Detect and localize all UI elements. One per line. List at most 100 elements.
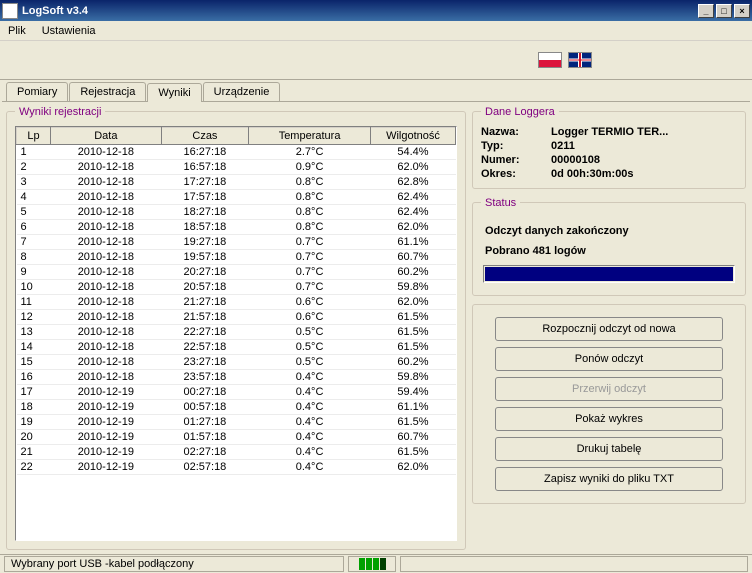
table-row[interactable]: 162010-12-1823:57:180.4°C59.8% bbox=[17, 369, 456, 384]
table-cell: 2010-12-18 bbox=[51, 204, 162, 219]
close-button[interactable]: × bbox=[734, 4, 750, 18]
menu-file[interactable]: Plik bbox=[4, 23, 30, 39]
abort-button[interactable]: Przerwij odczyt bbox=[495, 377, 723, 401]
table-cell: 0.5°C bbox=[249, 354, 371, 369]
table-cell: 2010-12-19 bbox=[51, 459, 162, 474]
table-cell: 2 bbox=[17, 159, 51, 174]
table-cell: 2010-12-18 bbox=[51, 294, 162, 309]
table-row[interactable]: 32010-12-1817:27:180.8°C62.8% bbox=[17, 174, 456, 189]
table-row[interactable]: 102010-12-1820:57:180.7°C59.8% bbox=[17, 279, 456, 294]
table-cell: 14 bbox=[17, 339, 51, 354]
table-row[interactable]: 42010-12-1817:57:180.8°C62.4% bbox=[17, 189, 456, 204]
table-row[interactable]: 212010-12-1902:27:180.4°C61.5% bbox=[17, 444, 456, 459]
table-row[interactable]: 82010-12-1819:57:180.7°C60.7% bbox=[17, 249, 456, 264]
logger-legend: Dane Loggera bbox=[481, 106, 559, 118]
table-cell: 16:57:18 bbox=[161, 159, 249, 174]
table-cell: 0.4°C bbox=[249, 459, 371, 474]
table-cell: 61.5% bbox=[371, 324, 456, 339]
flag-uk-icon[interactable] bbox=[568, 52, 592, 68]
table-row[interactable]: 52010-12-1818:27:180.8°C62.4% bbox=[17, 204, 456, 219]
table-row[interactable]: 22010-12-1816:57:180.9°C62.0% bbox=[17, 159, 456, 174]
flag-pl-icon[interactable] bbox=[538, 52, 562, 68]
table-cell: 61.5% bbox=[371, 339, 456, 354]
statusbar-port: Wybrany port USB -kabel podłączony bbox=[4, 556, 344, 572]
print-button[interactable]: Drukuj tabelę bbox=[495, 437, 723, 461]
save-button[interactable]: Zapisz wyniki do pliku TXT bbox=[495, 467, 723, 491]
table-row[interactable]: 192010-12-1901:27:180.4°C61.5% bbox=[17, 414, 456, 429]
table-row[interactable]: 222010-12-1902:57:180.4°C62.0% bbox=[17, 459, 456, 474]
table-cell: 00:57:18 bbox=[161, 399, 249, 414]
table-cell: 0.7°C bbox=[249, 279, 371, 294]
table-cell: 15 bbox=[17, 354, 51, 369]
table-row[interactable]: 62010-12-1818:57:180.8°C62.0% bbox=[17, 219, 456, 234]
table-cell: 2010-12-19 bbox=[51, 384, 162, 399]
table-cell: 10 bbox=[17, 279, 51, 294]
table-cell: 0.9°C bbox=[249, 159, 371, 174]
table-cell: 2010-12-18 bbox=[51, 339, 162, 354]
table-cell: 61.1% bbox=[371, 399, 456, 414]
titlebar: LogSoft v3.4 _ □ × bbox=[0, 0, 752, 21]
statusbar: Wybrany port USB -kabel podłączony bbox=[0, 554, 752, 573]
col-wilg[interactable]: Wilgotność bbox=[371, 127, 456, 144]
tab-rejestracja[interactable]: Rejestracja bbox=[69, 82, 146, 101]
table-cell: 2010-12-18 bbox=[51, 219, 162, 234]
maximize-button[interactable]: □ bbox=[716, 4, 732, 18]
retry-button[interactable]: Ponów odczyt bbox=[495, 347, 723, 371]
tab-urzadzenie[interactable]: Urządzenie bbox=[203, 82, 281, 101]
table-row[interactable]: 132010-12-1822:27:180.5°C61.5% bbox=[17, 324, 456, 339]
logger-num-value: 00000108 bbox=[551, 154, 737, 166]
table-cell: 61.5% bbox=[371, 414, 456, 429]
table-cell: 6 bbox=[17, 219, 51, 234]
table-row[interactable]: 182010-12-1900:57:180.4°C61.1% bbox=[17, 399, 456, 414]
table-cell: 17 bbox=[17, 384, 51, 399]
table-cell: 12 bbox=[17, 309, 51, 324]
status-legend: Status bbox=[481, 197, 520, 209]
table-cell: 3 bbox=[17, 174, 51, 189]
table-row[interactable]: 112010-12-1821:27:180.6°C62.0% bbox=[17, 294, 456, 309]
table-cell: 0.4°C bbox=[249, 384, 371, 399]
status-line1: Odczyt danych zakończony bbox=[485, 225, 733, 237]
table-cell: 62.4% bbox=[371, 204, 456, 219]
table-cell: 62.0% bbox=[371, 459, 456, 474]
table-cell: 16:27:18 bbox=[161, 144, 249, 159]
results-table-wrap[interactable]: Lp Data Czas Temperatura Wilgotność 1201… bbox=[15, 126, 457, 541]
logger-type-value: 0211 bbox=[551, 140, 737, 152]
table-cell: 2010-12-19 bbox=[51, 414, 162, 429]
menubar: Plik Ustawienia bbox=[0, 21, 752, 40]
menu-settings[interactable]: Ustawienia bbox=[38, 23, 100, 39]
table-cell: 21:57:18 bbox=[161, 309, 249, 324]
table-row[interactable]: 12010-12-1816:27:182.7°C54.4% bbox=[17, 144, 456, 159]
minimize-button[interactable]: _ bbox=[698, 4, 714, 18]
table-cell: 02:57:18 bbox=[161, 459, 249, 474]
table-cell: 62.0% bbox=[371, 294, 456, 309]
tab-wyniki[interactable]: Wyniki bbox=[147, 83, 201, 102]
table-row[interactable]: 202010-12-1901:57:180.4°C60.7% bbox=[17, 429, 456, 444]
col-czas[interactable]: Czas bbox=[161, 127, 249, 144]
table-row[interactable]: 72010-12-1819:27:180.7°C61.1% bbox=[17, 234, 456, 249]
table-row[interactable]: 122010-12-1821:57:180.6°C61.5% bbox=[17, 309, 456, 324]
chart-button[interactable]: Pokaż wykres bbox=[495, 407, 723, 431]
table-row[interactable]: 152010-12-1823:27:180.5°C60.2% bbox=[17, 354, 456, 369]
table-cell: 0.5°C bbox=[249, 339, 371, 354]
table-cell: 60.2% bbox=[371, 264, 456, 279]
table-row[interactable]: 92010-12-1820:27:180.7°C60.2% bbox=[17, 264, 456, 279]
results-legend: Wyniki rejestracji bbox=[15, 106, 105, 118]
table-cell: 0.4°C bbox=[249, 399, 371, 414]
logger-name-value: Logger TERMIO TER... bbox=[551, 126, 737, 138]
led-icon bbox=[359, 558, 365, 570]
table-cell: 0.6°C bbox=[249, 294, 371, 309]
restart-button[interactable]: Rozpocznij odczyt od nowa bbox=[495, 317, 723, 341]
col-temp[interactable]: Temperatura bbox=[249, 127, 371, 144]
col-lp[interactable]: Lp bbox=[17, 127, 51, 144]
table-cell: 0.4°C bbox=[249, 369, 371, 384]
table-row[interactable]: 172010-12-1900:27:180.4°C59.4% bbox=[17, 384, 456, 399]
table-cell: 21:27:18 bbox=[161, 294, 249, 309]
table-cell: 8 bbox=[17, 249, 51, 264]
table-cell: 4 bbox=[17, 189, 51, 204]
results-fieldset: Wyniki rejestracji Lp Data Czas Temperat… bbox=[6, 106, 466, 550]
table-row[interactable]: 142010-12-1822:57:180.5°C61.5% bbox=[17, 339, 456, 354]
table-cell: 0.8°C bbox=[249, 174, 371, 189]
table-cell: 59.4% bbox=[371, 384, 456, 399]
col-data[interactable]: Data bbox=[51, 127, 162, 144]
tab-pomiary[interactable]: Pomiary bbox=[6, 82, 68, 101]
